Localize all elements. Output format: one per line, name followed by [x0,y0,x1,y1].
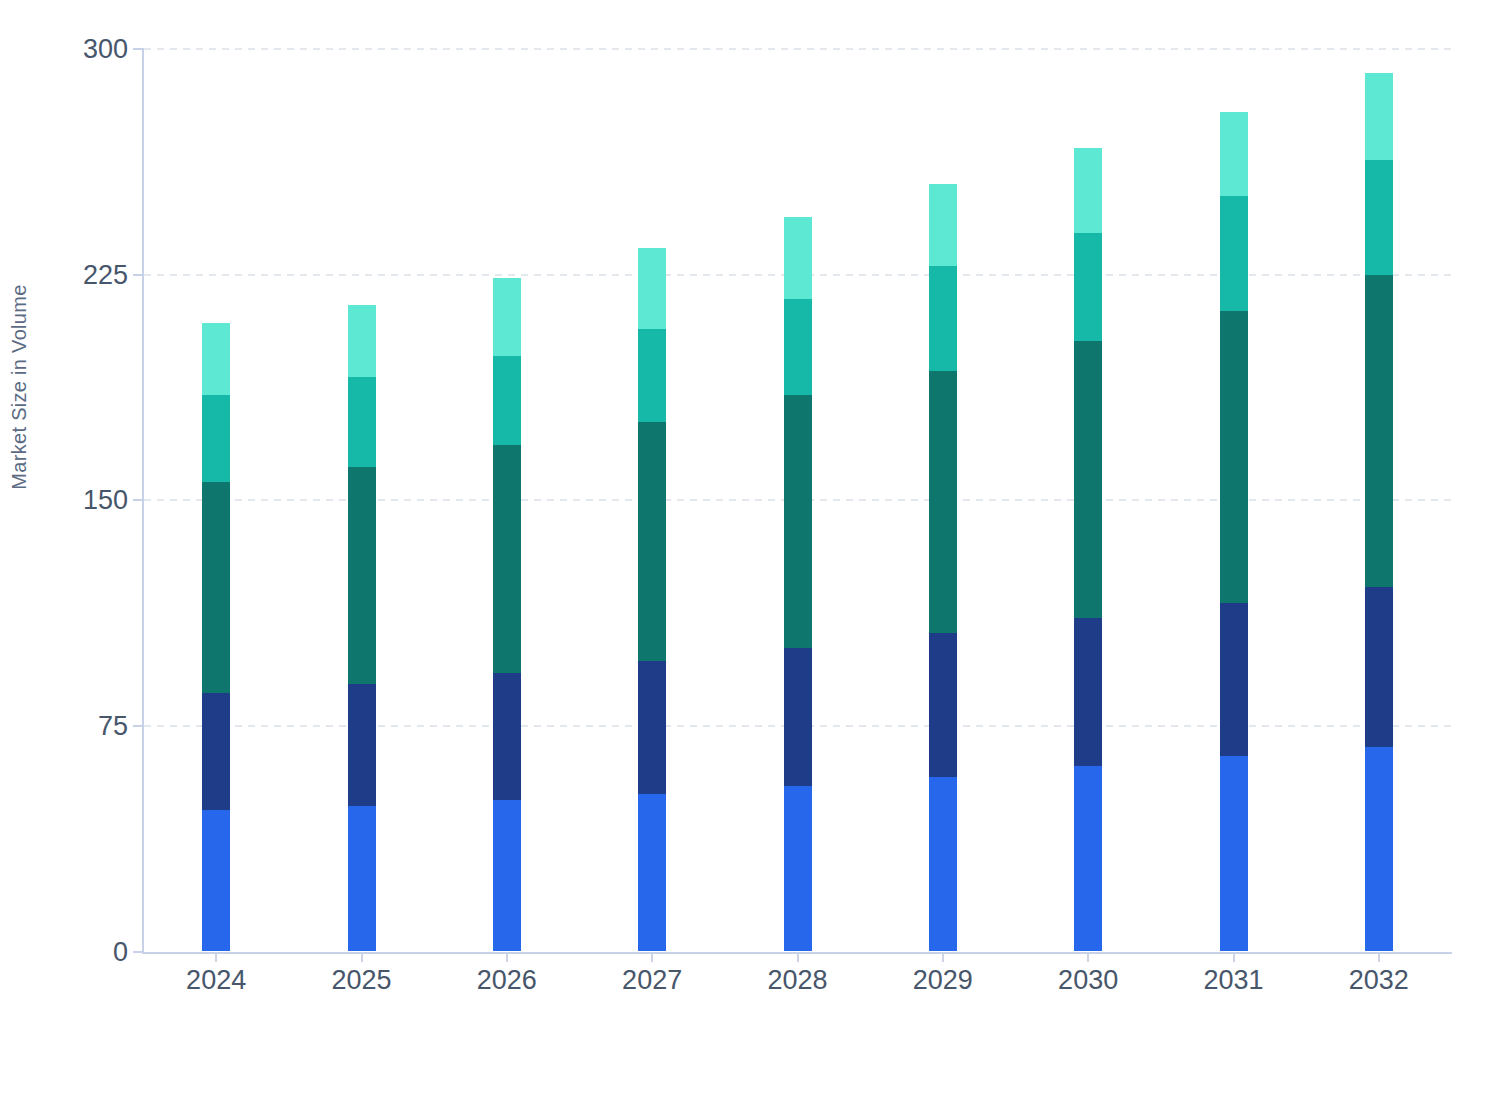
bar-segment-2030-series-4-teal[interactable] [1074,233,1102,341]
bar-segment-2032-series-3-dark-teal[interactable] [1365,275,1393,588]
bar-2024[interactable] [202,323,230,952]
bar-segment-2031-series-5-top-mint[interactable] [1220,112,1248,196]
x-tick-mark-2028 [797,953,799,962]
x-tick-label-2030: 2030 [1018,964,1158,996]
bar-segment-2025-series-1-bottom-blue[interactable] [348,806,376,952]
x-tick-label-2025: 2025 [292,964,432,996]
x-tick-mark-2024 [215,953,217,962]
bar-segment-2026-series-3-dark-teal[interactable] [493,445,521,674]
y-tick-label-300: 300 [18,33,128,65]
x-tick-mark-2030 [1087,953,1089,962]
y-tick-label-0: 0 [18,936,128,968]
bar-2027[interactable] [638,248,666,952]
bar-2028[interactable] [784,217,812,951]
y-axis-title: Market Size in Volume [8,284,31,489]
bar-segment-2031-series-3-dark-teal[interactable] [1220,311,1248,603]
bar-segment-2025-series-2-navy[interactable] [348,684,376,806]
x-tick-mark-2031 [1233,953,1235,962]
bar-segment-2030-series-5-top-mint[interactable] [1074,148,1102,232]
x-tick-mark-2032 [1378,953,1380,962]
bar-segment-2024-series-3-dark-teal[interactable] [202,482,230,693]
y-tick-mark-75 [133,725,143,727]
bar-segment-2029-series-4-teal[interactable] [929,266,957,371]
bar-segment-2028-series-3-dark-teal[interactable] [784,395,812,648]
bar-segment-2029-series-5-top-mint[interactable] [929,184,957,265]
bar-segment-2024-series-4-teal[interactable] [202,395,230,482]
bar-segment-2024-series-2-navy[interactable] [202,693,230,810]
y-tick-mark-300 [133,48,143,50]
x-tick-label-2026: 2026 [437,964,577,996]
x-tick-label-2032: 2032 [1309,964,1449,996]
x-tick-label-2024: 2024 [146,964,286,996]
y-tick-mark-150 [133,499,143,501]
x-tick-label-2029: 2029 [873,964,1013,996]
bar-2031[interactable] [1220,112,1248,951]
bar-segment-2024-series-5-top-mint[interactable] [202,323,230,395]
bar-segment-2027-series-1-bottom-blue[interactable] [638,794,666,952]
bar-segment-2025-series-4-teal[interactable] [348,377,376,467]
bar-segment-2026-series-1-bottom-blue[interactable] [493,800,521,952]
x-tick-mark-2027 [651,953,653,962]
bar-segment-2028-series-5-top-mint[interactable] [784,217,812,298]
market-size-stacked-bar-chart: Market Size in Volume 075150225300 20242… [0,0,1508,1120]
x-tick-mark-2026 [506,953,508,962]
bar-segment-2032-series-5-top-mint[interactable] [1365,73,1393,160]
bar-segment-2030-series-3-dark-teal[interactable] [1074,341,1102,618]
bar-segment-2029-series-1-bottom-blue[interactable] [929,777,957,951]
bar-segment-2027-series-5-top-mint[interactable] [638,248,666,329]
bar-2030[interactable] [1074,148,1102,951]
bar-2026[interactable] [493,278,521,952]
bar-segment-2031-series-2-navy[interactable] [1220,603,1248,756]
bar-segment-2031-series-1-bottom-blue[interactable] [1220,756,1248,952]
y-tick-label-150: 150 [18,484,128,516]
x-tick-label-2031: 2031 [1164,964,1304,996]
bar-2029[interactable] [929,184,957,951]
bar-segment-2032-series-2-navy[interactable] [1365,587,1393,746]
bar-2032[interactable] [1365,73,1393,951]
bar-segment-2029-series-3-dark-teal[interactable] [929,371,957,633]
bar-segment-2030-series-2-navy[interactable] [1074,618,1102,767]
bar-segment-2025-series-5-top-mint[interactable] [348,305,376,377]
bar-segment-2032-series-4-teal[interactable] [1365,160,1393,274]
x-tick-mark-2029 [942,953,944,962]
bar-segment-2027-series-4-teal[interactable] [638,329,666,422]
bar-segment-2031-series-4-teal[interactable] [1220,196,1248,310]
bar-segment-2030-series-1-bottom-blue[interactable] [1074,766,1102,951]
bar-segment-2032-series-1-bottom-blue[interactable] [1365,747,1393,952]
bar-segment-2029-series-2-navy[interactable] [929,633,957,777]
x-tick-label-2028: 2028 [728,964,868,996]
bar-segment-2024-series-1-bottom-blue[interactable] [202,810,230,951]
bar-segment-2028-series-2-navy[interactable] [784,648,812,786]
bar-segment-2026-series-4-teal[interactable] [493,356,521,445]
bar-segment-2025-series-3-dark-teal[interactable] [348,467,376,684]
bar-segment-2028-series-4-teal[interactable] [784,299,812,395]
x-tick-mark-2025 [361,953,363,962]
bar-segment-2027-series-3-dark-teal[interactable] [638,422,666,661]
y-tick-mark-0 [133,951,143,953]
x-tick-label-2027: 2027 [582,964,722,996]
gridline-300 [144,48,1452,50]
bar-segment-2026-series-5-top-mint[interactable] [493,278,521,356]
y-tick-mark-225 [133,274,143,276]
y-tick-label-225: 225 [18,259,128,291]
bar-2025[interactable] [348,305,376,952]
bar-segment-2026-series-2-navy[interactable] [493,673,521,799]
y-tick-label-75: 75 [18,710,128,742]
bar-segment-2027-series-2-navy[interactable] [638,661,666,793]
plot-area [144,49,1452,952]
bar-segment-2028-series-1-bottom-blue[interactable] [784,786,812,951]
